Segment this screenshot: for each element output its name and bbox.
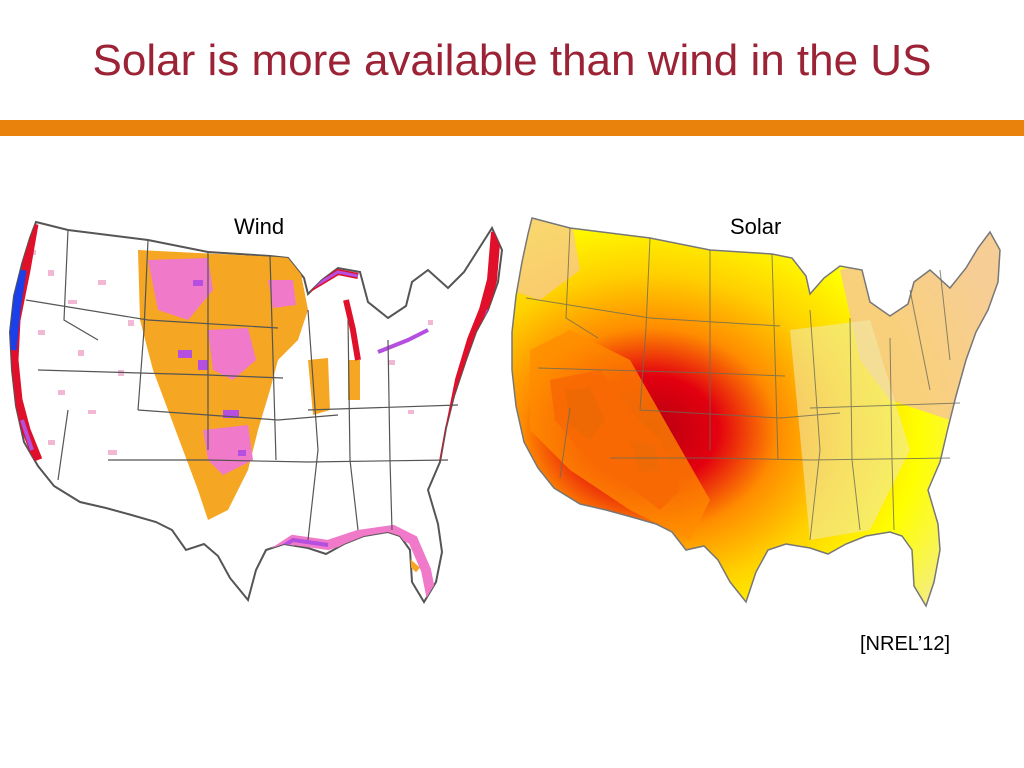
wind-map-svg: [8, 220, 504, 604]
solar-map-svg: [511, 217, 1001, 608]
wind-resource-layer: [10, 223, 501, 601]
solar-map: [510, 210, 1010, 610]
wind-map-label: Wind: [234, 214, 285, 239]
solar-us-outline: [511, 217, 1001, 608]
solar-state-lines: [525, 227, 961, 541]
wind-state-lines: [25, 229, 459, 541]
accent-bar: [0, 120, 1024, 136]
wind-map: [8, 210, 508, 610]
solar-map-label: Solar: [730, 214, 782, 239]
citation: [NREL’12]: [860, 633, 951, 655]
slide-title: Solar is more available than wind in the…: [92, 36, 932, 85]
